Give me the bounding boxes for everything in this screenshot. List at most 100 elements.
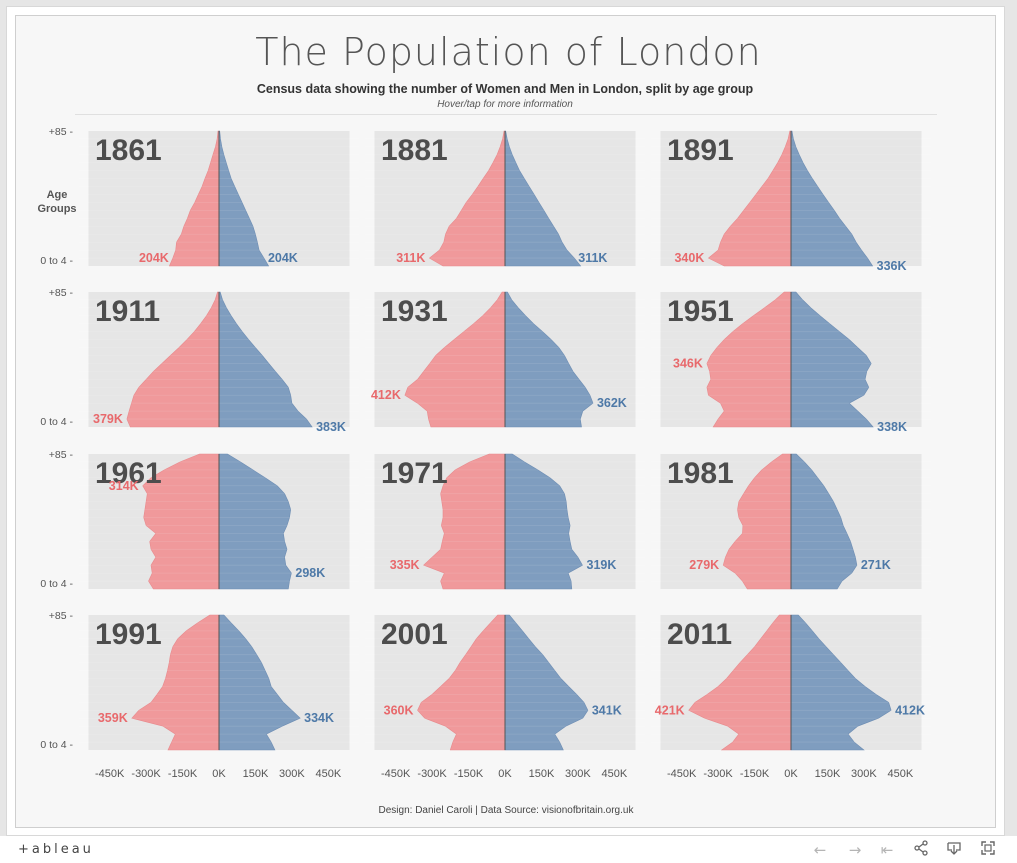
women-area-1861[interactable] (168, 130, 220, 267)
women-peak-label: 346K (673, 356, 703, 370)
men-area-2001[interactable] (504, 614, 589, 751)
women-peak-label: 311K (396, 251, 425, 265)
y-tick-top: +85 - (49, 449, 74, 461)
women-area-1981[interactable] (722, 453, 792, 590)
x-tick-label: -450K (667, 768, 697, 780)
year-label-1951: 1951 (667, 295, 734, 328)
men-peak-label: 338K (877, 420, 907, 434)
revert-icon[interactable]: ⇤ (880, 841, 894, 859)
women-area-1991[interactable] (131, 614, 220, 751)
men-peak-label: 341K (592, 703, 622, 717)
women-peak-label: 340K (674, 251, 704, 265)
women-peak-label: 314K (109, 479, 139, 493)
men-peak-label: 334K (304, 711, 334, 725)
year-label-1861: 1861 (95, 134, 162, 167)
men-area-1971[interactable] (504, 453, 583, 590)
year-label-2001: 2001 (381, 618, 448, 651)
year-label-1911: 1911 (95, 295, 160, 328)
women-area-1881[interactable] (428, 130, 506, 267)
redo-icon[interactable]: → (848, 841, 862, 859)
tableau-logo[interactable]: +ableau (18, 842, 94, 857)
x-tick-label: 450K (601, 768, 627, 780)
x-tick-label: 0K (212, 768, 226, 780)
women-area-1931[interactable] (404, 291, 506, 428)
y-tick-top: +85 - (49, 610, 74, 622)
share-icon[interactable] (911, 840, 931, 860)
men-peak-label: 311K (578, 251, 607, 265)
women-area-1891[interactable] (707, 130, 792, 267)
download-icon[interactable] (944, 840, 964, 860)
men-peak-label: 204K (268, 251, 298, 265)
page-title: The Population of London (255, 30, 762, 74)
men-area-1931[interactable] (504, 291, 594, 428)
men-area-1961[interactable] (218, 453, 292, 590)
women-peak-label: 359K (98, 711, 128, 725)
men-peak-label: 336K (877, 259, 907, 273)
men-area-1991[interactable] (218, 614, 301, 751)
men-area-1981[interactable] (790, 453, 858, 590)
women-area-1951[interactable] (706, 291, 792, 428)
women-area-2011[interactable] (688, 614, 792, 751)
men-peak-label: 298K (295, 566, 325, 580)
women-peak-label: 421K (655, 703, 685, 717)
men-peak-label: 319K (587, 558, 617, 572)
men-area-1951[interactable] (790, 291, 874, 428)
year-label-1961: 1961 (95, 457, 162, 490)
y-tick-top: +85 - (49, 287, 74, 299)
women-area-1911[interactable] (126, 291, 220, 428)
x-tick-label: -450K (95, 768, 125, 780)
hover-hint: Hover/tap for more information (437, 99, 573, 110)
x-tick-label: 300K (851, 768, 877, 780)
women-peak-label: 335K (390, 558, 420, 572)
x-tick-label: -300K (703, 768, 733, 780)
credits-text: Design: Daniel Caroli | Data Source: vis… (378, 805, 634, 816)
men-area-1861[interactable] (218, 130, 270, 267)
men-area-1891[interactable] (790, 130, 874, 267)
x-tick-label: 150K (529, 768, 555, 780)
women-peak-label: 412K (371, 388, 401, 402)
undo-icon[interactable]: ← (813, 841, 827, 859)
men-area-1911[interactable] (218, 291, 313, 428)
x-tick-label: 0K (498, 768, 512, 780)
x-tick-label: 300K (279, 768, 305, 780)
women-area-1961[interactable] (142, 453, 220, 590)
x-tick-label: -300K (417, 768, 447, 780)
x-tick-label: -300K (131, 768, 161, 780)
x-tick-label: -150K (168, 768, 198, 780)
men-peak-label: 412K (895, 703, 925, 717)
title-divider (75, 114, 937, 115)
men-area-2011[interactable] (790, 614, 892, 751)
x-tick-label: 150K (243, 768, 269, 780)
women-peak-label: 279K (689, 558, 719, 572)
women-peak-label: 379K (93, 412, 123, 426)
x-tick-label: 150K (815, 768, 841, 780)
women-area-2001[interactable] (417, 614, 506, 751)
y-axis-title: Groups (37, 203, 76, 215)
x-tick-label: 300K (565, 768, 591, 780)
men-peak-label: 383K (316, 420, 346, 434)
x-tick-label: -150K (454, 768, 484, 780)
y-tick-bottom: 0 to 4 - (40, 739, 73, 751)
year-label-2011: 2011 (667, 618, 732, 651)
x-tick-label: 450K (887, 768, 913, 780)
x-tick-label: -150K (740, 768, 770, 780)
year-label-1881: 1881 (381, 134, 448, 167)
women-peak-label: 360K (384, 703, 414, 717)
x-tick-label: 450K (315, 768, 341, 780)
y-tick-bottom: 0 to 4 - (40, 255, 73, 267)
year-label-1991: 1991 (95, 618, 162, 651)
x-tick-label: -450K (381, 768, 411, 780)
y-tick-top: +85 - (49, 126, 74, 138)
fullscreen-icon[interactable] (978, 840, 998, 860)
y-axis-title: Age (47, 189, 68, 201)
year-label-1891: 1891 (667, 134, 734, 167)
y-tick-bottom: 0 to 4 - (40, 416, 73, 428)
population-pyramids-chart[interactable]: 1861 204K 204K 1881 311K 311K 1891 340K 336K 1911… (0, 0, 1017, 836)
men-area-1881[interactable] (504, 130, 582, 267)
x-tick-label: 0K (784, 768, 798, 780)
women-area-1971[interactable] (423, 453, 506, 590)
year-label-1971: 1971 (381, 457, 448, 490)
women-peak-label: 204K (139, 251, 169, 265)
year-label-1981: 1981 (667, 457, 734, 490)
tableau-toolbar: +ableau ← → ⇤ (0, 836, 1017, 863)
